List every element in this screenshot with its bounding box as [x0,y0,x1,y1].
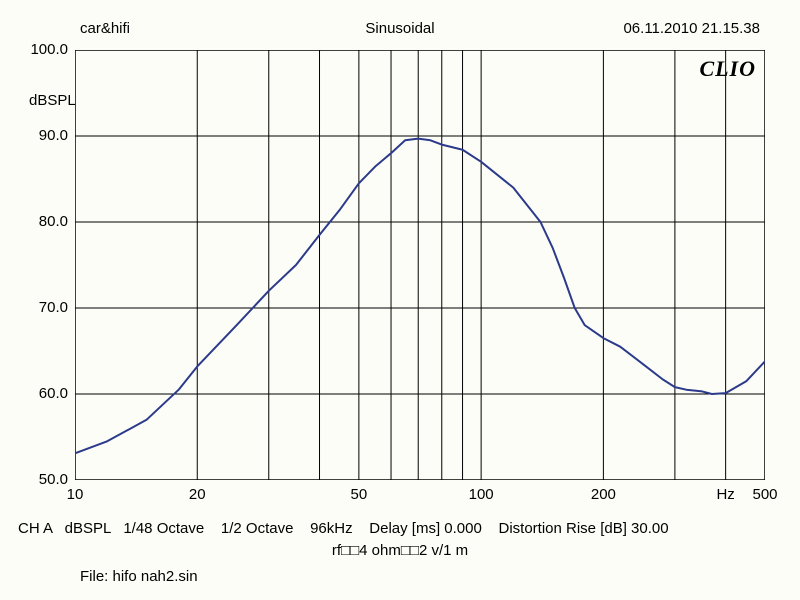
x-tick-label: 10 [67,486,84,503]
footer-line-3: File: hifo nah2.sin [80,568,198,585]
y-tick-label: 60.0 [23,385,68,402]
y-tick-label: 70.0 [23,299,68,316]
footer-line-2: rf□□4 ohm□□2 v/1 m [332,542,468,559]
header-left-text: car&hifi [80,20,130,37]
y-axis-unit-label: dBSPL [29,92,76,109]
header-right-text: 06.11.2010 21.15.38 [623,20,760,37]
x-tick-label: 20 [189,486,206,503]
frequency-response-chart [75,50,765,480]
x-tick-label: 100 [469,486,494,503]
x-tick-label: 200 [591,486,616,503]
y-tick-label: 80.0 [23,213,68,230]
y-tick-label: 50.0 [23,471,68,488]
x-tick-label: 500 [752,486,777,503]
footer-line-1: CH A dBSPL 1/48 Octave 1/2 Octave 96kHz … [18,520,669,537]
header-center-text: Sinusoidal [365,20,434,37]
y-tick-label: 90.0 [23,127,68,144]
x-tick-label: 50 [351,486,368,503]
y-tick-label: 100.0 [23,41,68,58]
x-axis-unit-label: Hz [716,486,734,503]
